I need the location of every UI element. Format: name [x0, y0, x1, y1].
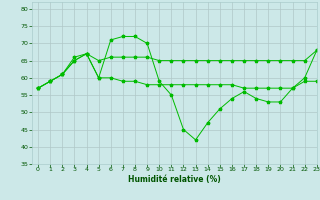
X-axis label: Humidité relative (%): Humidité relative (%) [128, 175, 221, 184]
